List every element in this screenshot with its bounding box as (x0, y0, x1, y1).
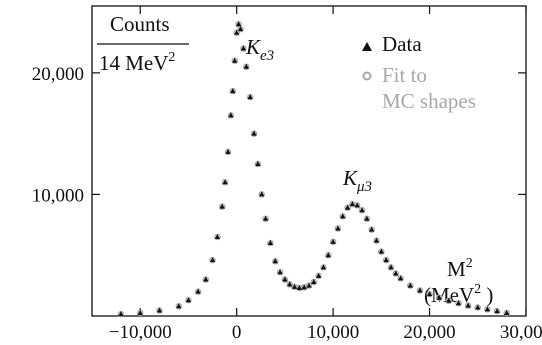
data-point (455, 300, 462, 306)
data-point (185, 297, 192, 303)
data-point (475, 304, 481, 310)
x-tick-label: 0 (232, 322, 242, 343)
legend-fit-marker (362, 71, 372, 81)
data-point (176, 303, 182, 309)
data-point (407, 282, 413, 288)
data-point (378, 248, 385, 254)
data-point (277, 269, 283, 275)
data-point (504, 309, 510, 315)
xlabel-line1: M2 (447, 256, 473, 281)
data-point (446, 297, 452, 303)
data-point (383, 257, 389, 263)
data-point (393, 270, 399, 276)
data-point (330, 238, 336, 244)
data-point (259, 191, 265, 197)
legend: Data Fit to MC shapes (362, 32, 476, 113)
data-point (247, 94, 253, 100)
annotation-kmu3: Kμ3 (342, 166, 372, 195)
data-point (325, 252, 331, 258)
legend-fit-label-2: MC shapes (382, 89, 476, 113)
data-point (267, 240, 274, 246)
data-point (255, 161, 261, 167)
data-marks (117, 20, 510, 318)
data-point (233, 29, 240, 35)
data-point (311, 278, 317, 284)
data-point (364, 215, 370, 221)
data-point (417, 287, 423, 293)
data-point (203, 276, 209, 282)
legend-fit-label: Fit to (382, 63, 427, 87)
data-point (243, 63, 250, 69)
data-point (426, 291, 433, 297)
data-point (320, 264, 327, 270)
annotation-ke3: Ke3 (245, 35, 274, 64)
data-point (282, 276, 288, 282)
data-point (306, 282, 312, 288)
data-point (388, 264, 394, 270)
y-axis-label: Counts 14 MeV2 (97, 12, 189, 75)
plot-frame (91, 5, 527, 317)
x-tick-label: 10,000 (307, 322, 359, 343)
data-point (137, 309, 143, 315)
x-tick-label: 30,000 (500, 322, 542, 343)
data-point (219, 203, 225, 209)
x-tick-label: −10,000 (109, 322, 172, 343)
data-point (301, 284, 307, 290)
ylabel-line2: 14 MeV2 (99, 50, 175, 75)
data-point (195, 288, 201, 294)
data-point (251, 130, 257, 136)
axes: −10,000 0 10,000 20,000 30,000 10,000 20,000 (32, 6, 542, 343)
data-point (368, 226, 375, 232)
data-point (373, 237, 380, 243)
ylabel-line1: Counts (110, 12, 170, 36)
data-point (225, 148, 231, 154)
data-point (494, 308, 500, 314)
data-point (228, 112, 234, 118)
data-point (240, 45, 247, 51)
data-point (230, 88, 236, 94)
data-point (209, 257, 216, 263)
legend-data-marker (362, 42, 372, 51)
data-point (237, 26, 244, 32)
data-point (344, 204, 351, 210)
x-axis-label: M2 (MeV2 ) (424, 256, 493, 307)
data-point (349, 201, 356, 207)
data-point (359, 207, 365, 213)
data-point (287, 281, 293, 287)
data-point (235, 21, 242, 27)
data-point (484, 306, 491, 312)
data-point (262, 215, 269, 221)
y-tick-label: 10,000 (32, 185, 84, 206)
data-point (296, 285, 303, 291)
legend-data-label: Data (382, 32, 422, 56)
data-point (291, 283, 298, 289)
data-point (465, 302, 471, 308)
data-point (340, 213, 346, 219)
data-point (118, 311, 124, 317)
data-point (335, 225, 341, 231)
data-point (222, 179, 228, 185)
data-point (232, 57, 238, 63)
data-point (214, 233, 221, 239)
data-point (272, 258, 278, 264)
data-point (436, 294, 442, 300)
data-point (397, 275, 404, 281)
data-point (156, 307, 163, 313)
data-point (315, 272, 322, 278)
y-tick-label: 20,000 (32, 64, 84, 85)
x-tick-label: 20,000 (403, 322, 455, 343)
data-point (354, 202, 360, 208)
